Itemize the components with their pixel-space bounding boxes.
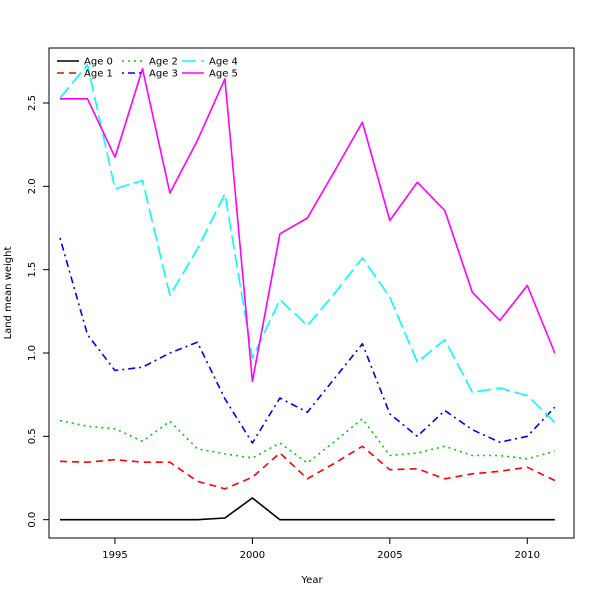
y-tick-label: 0.5 (27, 428, 38, 444)
series-line-age-5 (60, 68, 556, 383)
series-line-age-3 (59, 237, 556, 444)
legend-label-age-4: Age 4 (209, 57, 238, 68)
y-tick-label: 2.0 (27, 178, 38, 194)
series-layer (59, 63, 556, 521)
legend-label-age-5: Age 5 (209, 69, 238, 80)
plot-frame (48, 47, 575, 539)
series-line-age-4 (59, 63, 556, 423)
y-tick-label: 0.0 (27, 512, 38, 528)
y-tick-label: 1.0 (27, 345, 38, 361)
x-tick-label: 2000 (240, 550, 265, 561)
legend-label-age-2: Age 2 (149, 57, 178, 68)
legend-label-age-1: Age 1 (84, 69, 113, 80)
x-tick-label: 1995 (102, 550, 127, 561)
x-tick-label: 2005 (377, 550, 402, 561)
series-line-age-2 (59, 417, 556, 464)
x-axis: 1995 2000 2005 2010 (102, 538, 540, 561)
series-line-age-0 (60, 497, 555, 521)
x-axis-title: Year (300, 575, 323, 586)
legend-label-age-0: Age 0 (84, 57, 113, 68)
y-axis: 0.0 0.5 1.0 1.5 2.0 2.5 (27, 95, 49, 528)
y-axis-title: Land mean weight (3, 247, 14, 340)
series-line-age-1 (59, 445, 556, 490)
x-tick-label: 2010 (515, 550, 540, 561)
legend-label-age-3: Age 3 (149, 69, 178, 80)
y-tick-label: 1.5 (27, 262, 38, 278)
y-tick-label: 2.5 (27, 95, 38, 111)
